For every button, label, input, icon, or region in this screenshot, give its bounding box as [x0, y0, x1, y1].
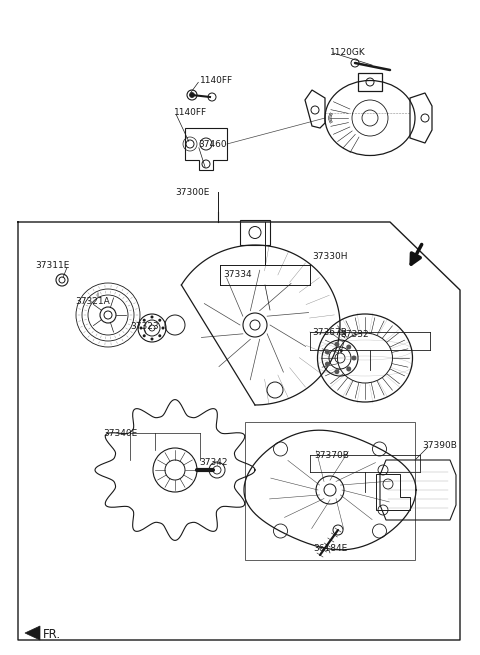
Text: 37330H: 37330H: [312, 252, 348, 261]
Text: FR.: FR.: [43, 629, 61, 641]
Text: 37323: 37323: [130, 322, 158, 331]
Circle shape: [158, 334, 161, 337]
Bar: [358, 73, 382, 91]
Circle shape: [190, 92, 194, 98]
Text: 37367B: 37367B: [312, 328, 347, 337]
Text: 37460: 37460: [198, 140, 227, 149]
Text: 37342: 37342: [199, 458, 228, 467]
Circle shape: [151, 316, 154, 318]
Circle shape: [161, 326, 165, 329]
Text: 37370B: 37370B: [314, 451, 349, 460]
Circle shape: [335, 342, 339, 347]
Text: 37332: 37332: [340, 330, 369, 339]
Bar: [245, 422, 415, 560]
Text: 37340E: 37340E: [103, 429, 137, 438]
Text: 37321A: 37321A: [75, 297, 110, 306]
Text: 37390B: 37390B: [422, 441, 457, 450]
Text: 37300E: 37300E: [175, 188, 209, 197]
Text: 1140FF: 1140FF: [200, 76, 233, 85]
Bar: [240, 220, 270, 245]
Text: 1120GK: 1120GK: [330, 48, 366, 57]
Circle shape: [158, 319, 161, 322]
Polygon shape: [25, 626, 40, 640]
Circle shape: [151, 337, 154, 341]
Text: 37334: 37334: [223, 270, 252, 279]
Circle shape: [325, 362, 330, 367]
Circle shape: [325, 349, 330, 354]
Text: 1140FF: 1140FF: [174, 108, 207, 117]
Text: 37311E: 37311E: [35, 261, 70, 270]
Circle shape: [140, 326, 143, 329]
Circle shape: [346, 366, 351, 371]
Circle shape: [335, 369, 339, 374]
Circle shape: [143, 319, 146, 322]
Circle shape: [351, 356, 357, 360]
Circle shape: [143, 334, 146, 337]
Circle shape: [346, 345, 351, 350]
Text: 36184E: 36184E: [313, 544, 347, 553]
